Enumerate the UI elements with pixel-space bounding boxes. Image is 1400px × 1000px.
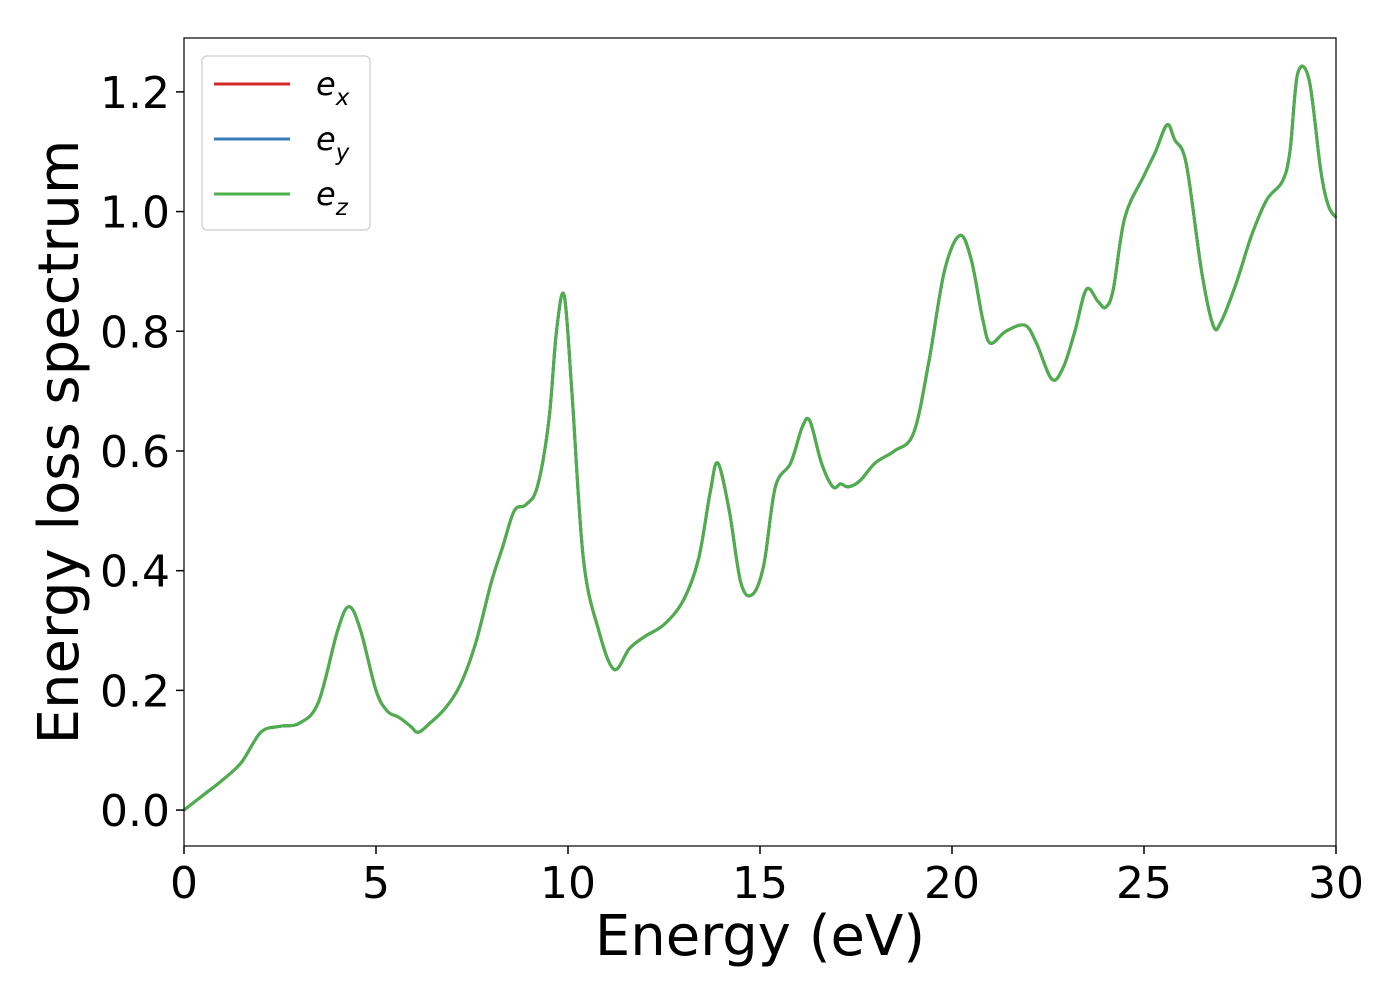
y-tick-label: 1.2 (100, 68, 170, 119)
x-tick-label: 0 (170, 858, 198, 909)
legend-label-y: ey (316, 120, 350, 166)
y-tick-label: 1.0 (100, 188, 170, 239)
legend-label-x: ex (316, 65, 350, 111)
x-axis-ticks: 0 5 10 15 20 25 30 (170, 846, 1364, 909)
x-tick-label: 25 (1116, 858, 1172, 909)
legend-label-base: e (316, 120, 336, 158)
legend-label-base: e (316, 65, 336, 103)
x-tick-label: 15 (732, 858, 788, 909)
legend-box (201, 55, 371, 231)
series-line-z (183, 64, 1338, 812)
legend-label-base: e (316, 175, 336, 213)
legend-label-subscript: z (335, 195, 349, 221)
x-tick-label: 30 (1308, 858, 1364, 909)
y-axis-title: Energy loss spectrum (27, 140, 92, 745)
y-tick-label: 0.6 (100, 427, 170, 478)
legend-label-subscript: y (335, 140, 350, 166)
x-axis-title: Energy (eV) (595, 904, 925, 969)
y-tick-label: 0.2 (100, 666, 170, 717)
y-tick-label: 0.4 (100, 547, 170, 598)
legend-label-z: ez (316, 175, 349, 221)
x-tick-label: 10 (540, 858, 596, 909)
x-tick-label: 20 (924, 858, 980, 909)
legend-label-subscript: x (335, 85, 350, 111)
y-tick-label: 0.8 (100, 307, 170, 358)
y-tick-label: 0.0 (100, 786, 170, 837)
x-tick-label: 5 (362, 858, 390, 909)
series-layer (183, 64, 1338, 812)
y-axis-ticks: 0.0 0.2 0.4 0.6 0.8 1.0 1.2 (100, 68, 184, 837)
